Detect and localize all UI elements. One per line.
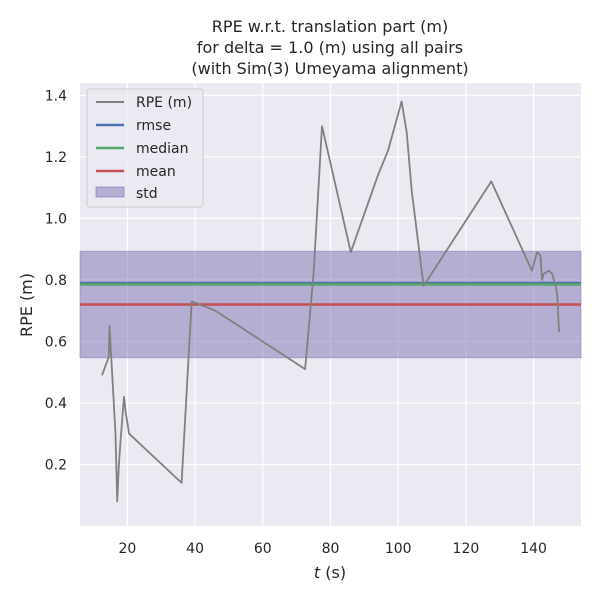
x-axis-label: t (s) bbox=[314, 563, 346, 582]
y-tick-label-0.8: 0.8 bbox=[45, 273, 67, 289]
y-tick-label-1.2: 1.2 bbox=[45, 150, 67, 166]
chart-title-line-2: for delta = 1.0 (m) using all pairs bbox=[197, 38, 463, 57]
legend: RPE (m) rmse median mean std bbox=[86, 88, 204, 208]
legend-label-median: median bbox=[136, 141, 188, 157]
legend-box bbox=[86, 88, 204, 208]
x-tick-label-20: 20 bbox=[118, 541, 136, 557]
x-tick-label-100: 100 bbox=[385, 541, 412, 557]
y-tick-label-1: 1.0 bbox=[45, 211, 67, 227]
legend-label-rpe: RPE (m) bbox=[136, 95, 192, 111]
x-axis-label-unit: (s) bbox=[320, 563, 346, 582]
x-tick-label-40: 40 bbox=[186, 541, 204, 557]
y-tick-label-0.2: 0.2 bbox=[45, 457, 67, 473]
stat-lines-layer bbox=[80, 281, 581, 306]
x-tick-label-140: 140 bbox=[520, 541, 547, 557]
legend-label-mean: mean bbox=[136, 164, 176, 180]
y-tick-label-0.6: 0.6 bbox=[45, 334, 67, 350]
y-tick-label-0.4: 0.4 bbox=[45, 396, 67, 412]
x-tick-labels: 20 40 60 80 100 120 140 bbox=[118, 541, 546, 557]
legend-label-std: std bbox=[136, 186, 158, 202]
series-line-rpe bbox=[101, 100, 560, 503]
chart-title-line-3: (with Sim(3) Umeyama alignment) bbox=[191, 59, 468, 78]
y-axis-label: RPE (m) bbox=[17, 273, 36, 337]
legend-label-rmse: rmse bbox=[136, 118, 171, 134]
series-layer bbox=[101, 100, 560, 503]
x-axis-label-italic: t bbox=[314, 563, 321, 582]
x-tick-label-80: 80 bbox=[322, 541, 340, 557]
y-tick-label-1.4: 1.4 bbox=[45, 88, 67, 104]
x-tick-label-120: 120 bbox=[453, 541, 480, 557]
y-tick-labels: 0.2 0.4 0.6 0.8 1.0 1.2 1.4 bbox=[45, 88, 67, 473]
x-tick-label-60: 60 bbox=[254, 541, 272, 557]
legend-swatch-std bbox=[95, 186, 125, 198]
chart-title-line-1: RPE w.r.t. translation part (m) bbox=[212, 17, 448, 36]
